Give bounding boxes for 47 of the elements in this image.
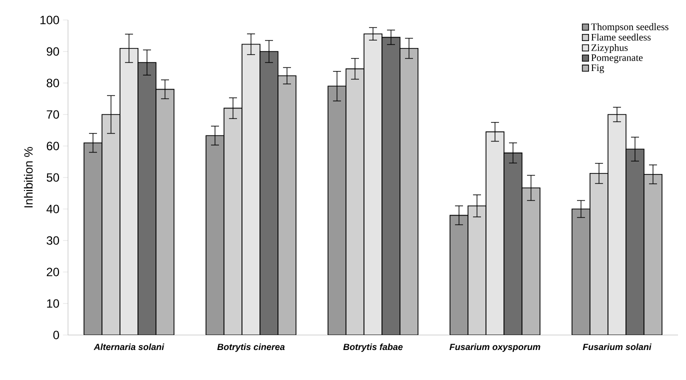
legend-label: Flame seedless — [591, 34, 651, 41]
y-tick-label: 90 — [46, 47, 60, 56]
y-tick-label: 50 — [46, 173, 60, 182]
bar — [102, 114, 120, 335]
y-tick-label: 20 — [46, 268, 60, 276]
legend-label: Pomegranate — [591, 54, 643, 64]
bar — [364, 33, 382, 335]
y-tick-label: 60 — [46, 142, 60, 150]
legend-label: Zizyphus — [591, 44, 628, 54]
bar — [346, 68, 364, 335]
y-tick-label: 100 — [40, 16, 60, 24]
bar — [278, 75, 296, 335]
y-tick-label: 40 — [46, 204, 60, 214]
bar — [382, 36, 400, 335]
legend-label: Fig — [591, 64, 604, 74]
y-tick-label: 70 — [46, 110, 60, 119]
x-tick-label: Botrytis fabae — [343, 344, 403, 352]
bar — [522, 187, 540, 335]
y-tick-label: 30 — [46, 236, 60, 245]
bar — [156, 88, 174, 335]
x-tick-label: Botrytis cinerea — [217, 344, 285, 352]
bar — [328, 86, 346, 335]
bar — [486, 131, 504, 335]
bar — [468, 205, 486, 335]
bar — [504, 152, 522, 335]
bar — [120, 48, 138, 335]
bar — [206, 135, 224, 335]
bar — [224, 108, 242, 335]
bar — [138, 62, 156, 335]
bar — [400, 48, 418, 335]
bar — [626, 148, 644, 335]
bar — [450, 214, 468, 335]
x-tick-label: Alternaria solani — [94, 344, 164, 350]
bar — [644, 174, 662, 335]
legend-label: Thompson seedless — [591, 23, 668, 32]
bar — [84, 142, 102, 335]
y-tick-label: 80 — [46, 78, 60, 88]
y-tick-label: 10 — [47, 299, 60, 308]
x-tick-label: Fusarium solani — [582, 344, 652, 350]
bar — [590, 173, 608, 335]
y-tick-label: 0 — [53, 330, 60, 340]
bar — [608, 114, 626, 335]
x-tick-label: Fusarium oxysporum — [450, 344, 540, 352]
bar — [260, 51, 278, 335]
bar — [242, 44, 260, 335]
y-axis-title: Inhibition % — [24, 147, 33, 208]
bar — [572, 208, 590, 335]
